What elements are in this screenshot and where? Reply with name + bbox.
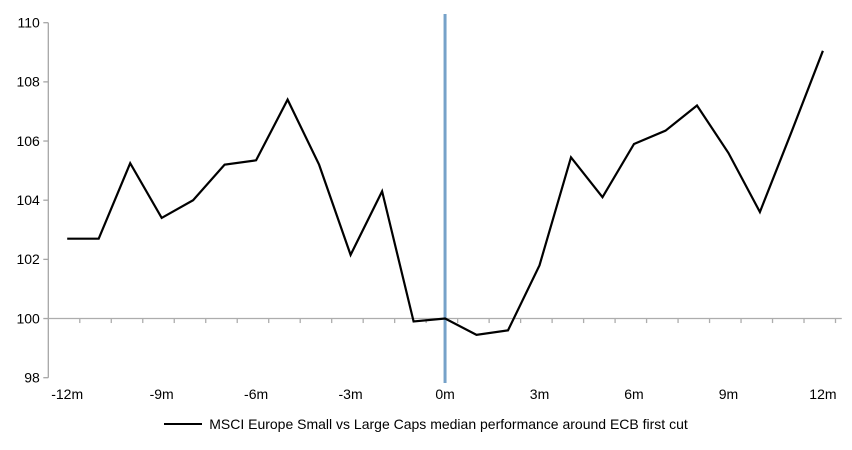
x-axis-tick-label: 3m xyxy=(530,386,549,402)
y-axis-tick-label: 104 xyxy=(16,192,40,208)
legend-label: MSCI Europe Small vs Large Caps median p… xyxy=(209,416,688,432)
x-axis-tick-label: 0m xyxy=(435,386,454,402)
x-axis-tick-label: 12m xyxy=(809,386,836,402)
y-axis-tick-label: 108 xyxy=(16,74,40,90)
y-axis-tick-label: 102 xyxy=(16,251,40,267)
y-axis-tick-label: 100 xyxy=(16,310,40,326)
x-axis-tick-label: -12m xyxy=(51,386,83,402)
x-axis-tick-label: 6m xyxy=(624,386,643,402)
legend-line-swatch xyxy=(164,423,203,425)
y-axis-tick-label: 98 xyxy=(24,370,40,386)
x-axis-tick-label: -3m xyxy=(339,386,363,402)
x-axis-tick-label: -9m xyxy=(150,386,174,402)
series-line xyxy=(67,50,824,336)
chart-legend: MSCI Europe Small vs Large Caps median p… xyxy=(0,416,852,432)
y-axis-tick-label: 106 xyxy=(16,133,40,149)
x-axis-tick-label: -6m xyxy=(244,386,268,402)
x-axis-tick-label: 9m xyxy=(719,386,738,402)
y-axis-tick-label: 110 xyxy=(17,15,40,31)
